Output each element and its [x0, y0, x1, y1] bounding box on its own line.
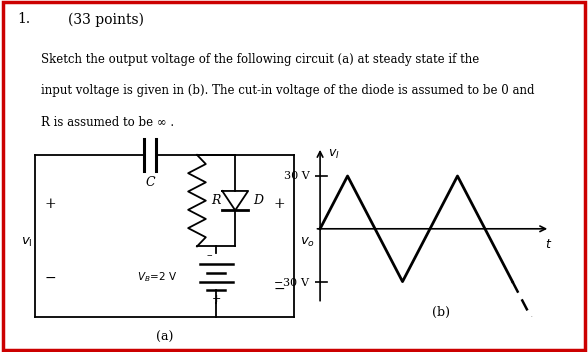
Text: R: R — [212, 194, 221, 207]
Text: input voltage is given in (b). The cut-in voltage of the diode is assumed to be : input voltage is given in (b). The cut-i… — [41, 84, 534, 98]
Text: (b): (b) — [432, 306, 450, 319]
Text: +: + — [212, 294, 220, 304]
Text: +: + — [273, 197, 285, 211]
Text: D: D — [253, 194, 263, 207]
Text: –: – — [206, 250, 212, 260]
Text: −: − — [273, 282, 285, 296]
Text: $t$: $t$ — [545, 238, 553, 251]
Text: −: − — [44, 271, 56, 285]
Text: R is assumed to be ∞ .: R is assumed to be ∞ . — [41, 116, 174, 129]
Text: (33 points): (33 points) — [68, 12, 143, 27]
Text: $v_I$: $v_I$ — [328, 148, 340, 161]
Text: $-$30 V: $-$30 V — [273, 276, 310, 288]
Text: 1.: 1. — [18, 12, 31, 26]
Text: 30 V: 30 V — [285, 171, 310, 181]
Text: (a): (a) — [156, 331, 173, 344]
Text: $V_B\!=\!2\ \mathrm{V}$: $V_B\!=\!2\ \mathrm{V}$ — [137, 270, 178, 284]
Text: C: C — [145, 176, 155, 189]
Text: Sketch the output voltage of the following circuit (a) at steady state if the: Sketch the output voltage of the followi… — [41, 53, 479, 66]
Text: $v_o$: $v_o$ — [300, 236, 315, 250]
Text: $v_{\mathrm{I}}$: $v_{\mathrm{I}}$ — [21, 236, 32, 250]
Text: +: + — [44, 197, 56, 211]
